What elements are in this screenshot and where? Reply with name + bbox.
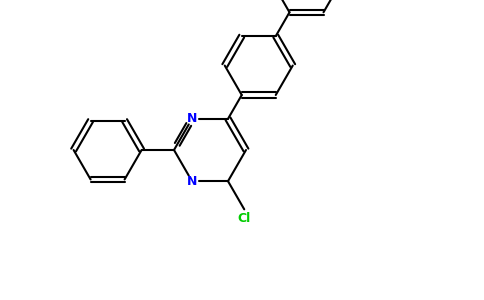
- Text: N: N: [187, 175, 197, 188]
- Text: N: N: [187, 112, 197, 125]
- Text: Cl: Cl: [238, 212, 251, 225]
